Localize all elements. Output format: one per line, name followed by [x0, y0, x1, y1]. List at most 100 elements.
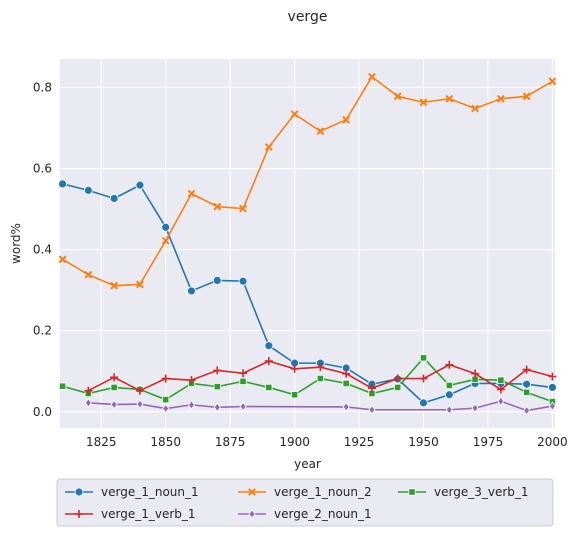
data-point: [265, 383, 273, 392]
data-point: [419, 98, 428, 107]
data-point: [239, 401, 247, 412]
data-point: [213, 402, 221, 412]
legend-label: verge_3_verb_1: [434, 485, 529, 499]
legend-marker: [248, 488, 256, 496]
y-tick-label: 0.8: [33, 80, 52, 94]
data-point: [58, 382, 67, 390]
data-point: [291, 391, 299, 399]
y-tick-label: 0.4: [33, 243, 52, 257]
data-point: [187, 376, 196, 385]
x-tick-label: 1900: [279, 435, 310, 449]
data-point: [393, 374, 402, 383]
data-point: [522, 379, 532, 389]
data-point: [213, 202, 222, 211]
grid-lines: [60, 59, 555, 428]
data-point: [238, 276, 248, 286]
x-tick-label: 1825: [86, 435, 117, 449]
data-point: [523, 388, 531, 396]
data-point: [212, 275, 222, 285]
legend-label: verge_1_noun_2: [274, 485, 372, 499]
data-point: [496, 94, 505, 103]
x-tick-label: 1975: [473, 435, 504, 449]
data-point: [84, 270, 93, 279]
x-tick-label: 1850: [150, 435, 181, 449]
data-point: [444, 390, 454, 400]
legend-marker: [408, 488, 416, 496]
series-line: [88, 400, 553, 412]
data-point: [135, 386, 144, 395]
series-verge_3_verb_1: [58, 354, 557, 406]
y-tick-label: 0.2: [33, 324, 52, 338]
y-axis-label: word%: [9, 223, 23, 264]
data-point: [548, 383, 557, 392]
data-point: [136, 399, 144, 409]
legend-marker: [248, 509, 256, 519]
data-point: [161, 222, 171, 232]
data-point: [110, 281, 119, 290]
series-verge_1_noun_2: [58, 72, 557, 290]
data-point: [162, 396, 170, 404]
legend-label: verge_2_noun_1: [274, 507, 372, 521]
data-point: [496, 385, 505, 394]
series-verge_1_noun_1: [58, 179, 557, 408]
legend-marker: [74, 487, 84, 497]
data-point: [161, 236, 170, 245]
data-point: [445, 381, 453, 390]
data-point: [161, 374, 170, 383]
data-point: [84, 386, 93, 395]
data-point: [110, 399, 118, 410]
x-tick-label: 2000: [537, 435, 568, 449]
data-point: [109, 194, 119, 203]
data-point: [471, 403, 479, 413]
series-layer: [58, 72, 557, 416]
data-point: [523, 405, 531, 416]
data-point: [84, 398, 92, 408]
legend-item: verge_3_verb_1: [398, 485, 529, 499]
data-point: [394, 383, 402, 392]
data-point: [316, 374, 324, 383]
data-point: [290, 364, 299, 373]
data-point: [187, 286, 196, 296]
legend-item: verge_1_noun_1: [65, 485, 199, 499]
series-line: [62, 76, 553, 287]
data-point: [136, 280, 144, 289]
data-point: [264, 143, 273, 151]
data-point: [368, 405, 376, 415]
data-point: [58, 179, 67, 189]
series-verge_2_noun_1: [84, 396, 556, 416]
data-point: [110, 373, 119, 382]
data-point: [187, 400, 195, 410]
data-point: [471, 369, 480, 378]
data-point: [367, 384, 376, 393]
series-line: [62, 357, 553, 403]
data-point: [445, 94, 454, 103]
data-point: [342, 369, 351, 378]
data-point: [548, 401, 556, 411]
legend: verge_1_noun_1 verge_1_noun_2 verge_3_verb…: [56, 478, 554, 527]
data-point: [83, 185, 93, 195]
y-tick-label: 0.0: [33, 405, 52, 419]
x-tick-labels: 1825 1850 1875 1900 1925 1950 1975 2000: [86, 435, 568, 449]
data-point: [187, 189, 196, 198]
data-point: [290, 110, 299, 119]
legend-box: [56, 478, 554, 527]
legend-label: verge_1_noun_1: [101, 485, 199, 499]
data-point: [264, 357, 273, 366]
data-point: [58, 255, 67, 264]
data-point: [342, 402, 350, 412]
data-point: [419, 398, 428, 408]
plot-area: [60, 59, 555, 428]
data-point: [316, 363, 325, 372]
legend-item: verge_1_verb_1: [65, 507, 196, 521]
legend-item: verge_1_noun_2: [238, 485, 372, 499]
chart-title: verge: [288, 9, 328, 25]
data-point: [135, 180, 145, 190]
data-point: [213, 366, 222, 375]
data-point: [522, 365, 531, 374]
data-point: [445, 405, 453, 415]
data-point: [239, 377, 247, 385]
data-point: [213, 383, 221, 391]
data-point: [239, 204, 247, 213]
x-tick-label: 1925: [344, 435, 375, 449]
